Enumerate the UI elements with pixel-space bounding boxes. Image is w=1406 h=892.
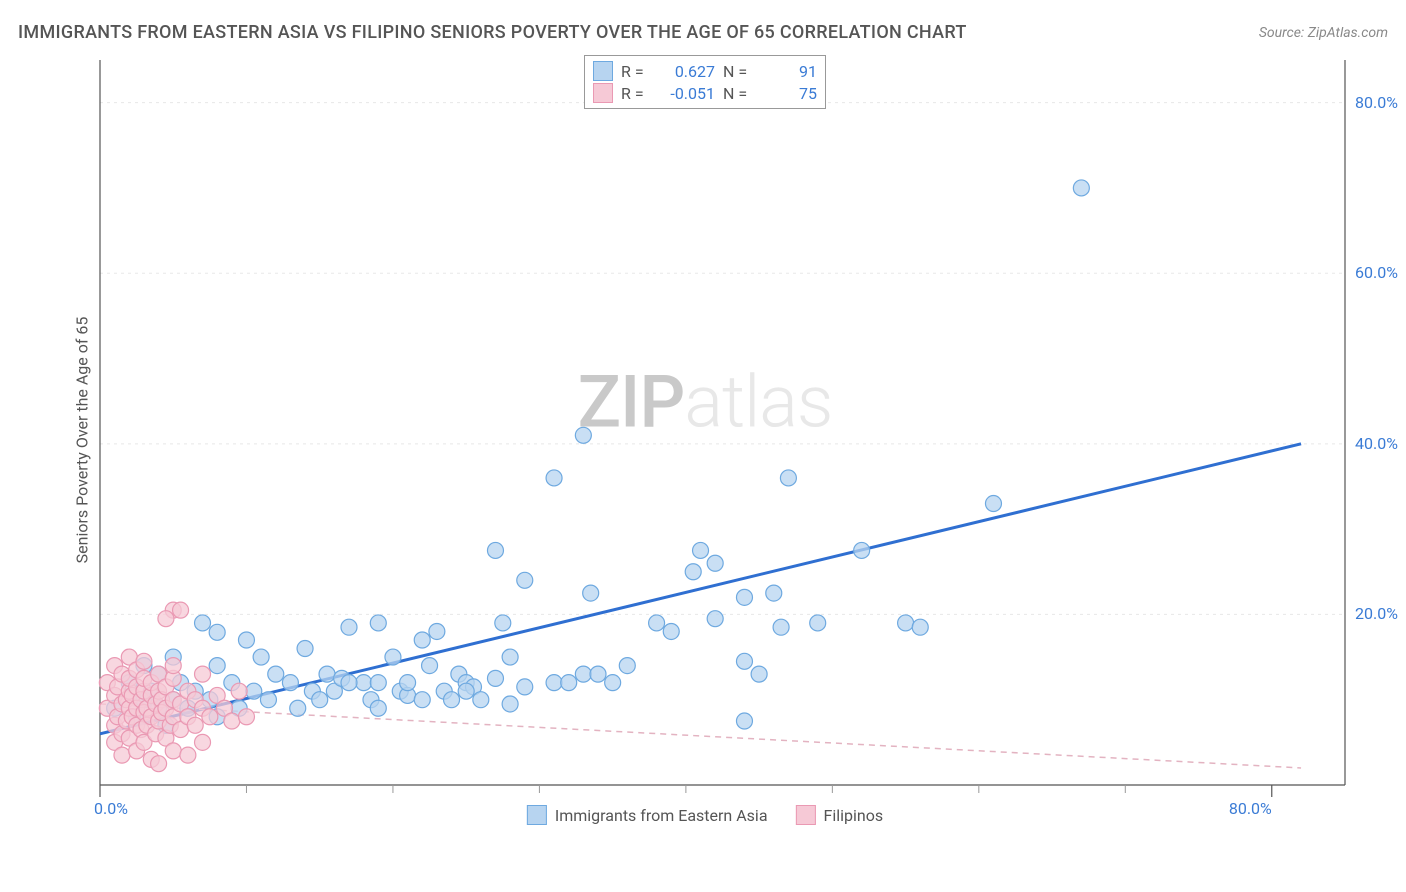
chart-area: Seniors Poverty Over the Age of 65 ZIPat… — [60, 55, 1350, 825]
chart-title: IMMIGRANTS FROM EASTERN ASIA VS FILIPINO… — [18, 22, 967, 43]
axis-tick-label: 40.0% — [1355, 434, 1398, 453]
legend-swatch-series1 — [527, 805, 547, 825]
axis-tick-label: 60.0% — [1355, 263, 1398, 282]
scatter-chart-svg — [60, 55, 1350, 825]
legend-r-label: R = — [621, 84, 649, 103]
legend-n-label: N = — [723, 62, 751, 81]
legend-r-label: R = — [621, 62, 649, 81]
series-name-2: Filipinos — [824, 806, 884, 825]
source-label: Source: — [1259, 25, 1304, 41]
series-legend-item: Filipinos — [796, 805, 884, 825]
legend-swatch-series1 — [593, 61, 613, 81]
legend-r-value-1: 0.627 — [657, 62, 715, 81]
correlation-legend: R = 0.627 N = 91 R = -0.051 N = 75 — [584, 55, 826, 109]
legend-r-value-2: -0.051 — [657, 84, 715, 103]
legend-swatch-series2 — [593, 83, 613, 103]
series-name-1: Immigrants from Eastern Asia — [555, 806, 768, 825]
chart-header: IMMIGRANTS FROM EASTERN ASIA VS FILIPINO… — [18, 22, 1388, 43]
correlation-legend-row: R = -0.051 N = 75 — [593, 82, 817, 104]
legend-swatch-series2 — [796, 805, 816, 825]
series-legend-item: Immigrants from Eastern Asia — [527, 805, 768, 825]
legend-n-value-2: 75 — [759, 84, 817, 103]
chart-source: Source: ZipAtlas.com — [1259, 25, 1388, 41]
correlation-legend-row: R = 0.627 N = 91 — [593, 60, 817, 82]
source-name: ZipAtlas.com — [1308, 25, 1388, 41]
axis-tick-label: 80.0% — [1355, 93, 1398, 112]
axis-tick-label: 20.0% — [1355, 604, 1398, 623]
legend-n-value-1: 91 — [759, 62, 817, 81]
axis-tick-label: 80.0% — [1229, 799, 1272, 818]
axis-tick-label: 0.0% — [94, 799, 128, 818]
legend-n-label: N = — [723, 84, 751, 103]
series-legend: Immigrants from Eastern Asia Filipinos — [527, 805, 883, 825]
